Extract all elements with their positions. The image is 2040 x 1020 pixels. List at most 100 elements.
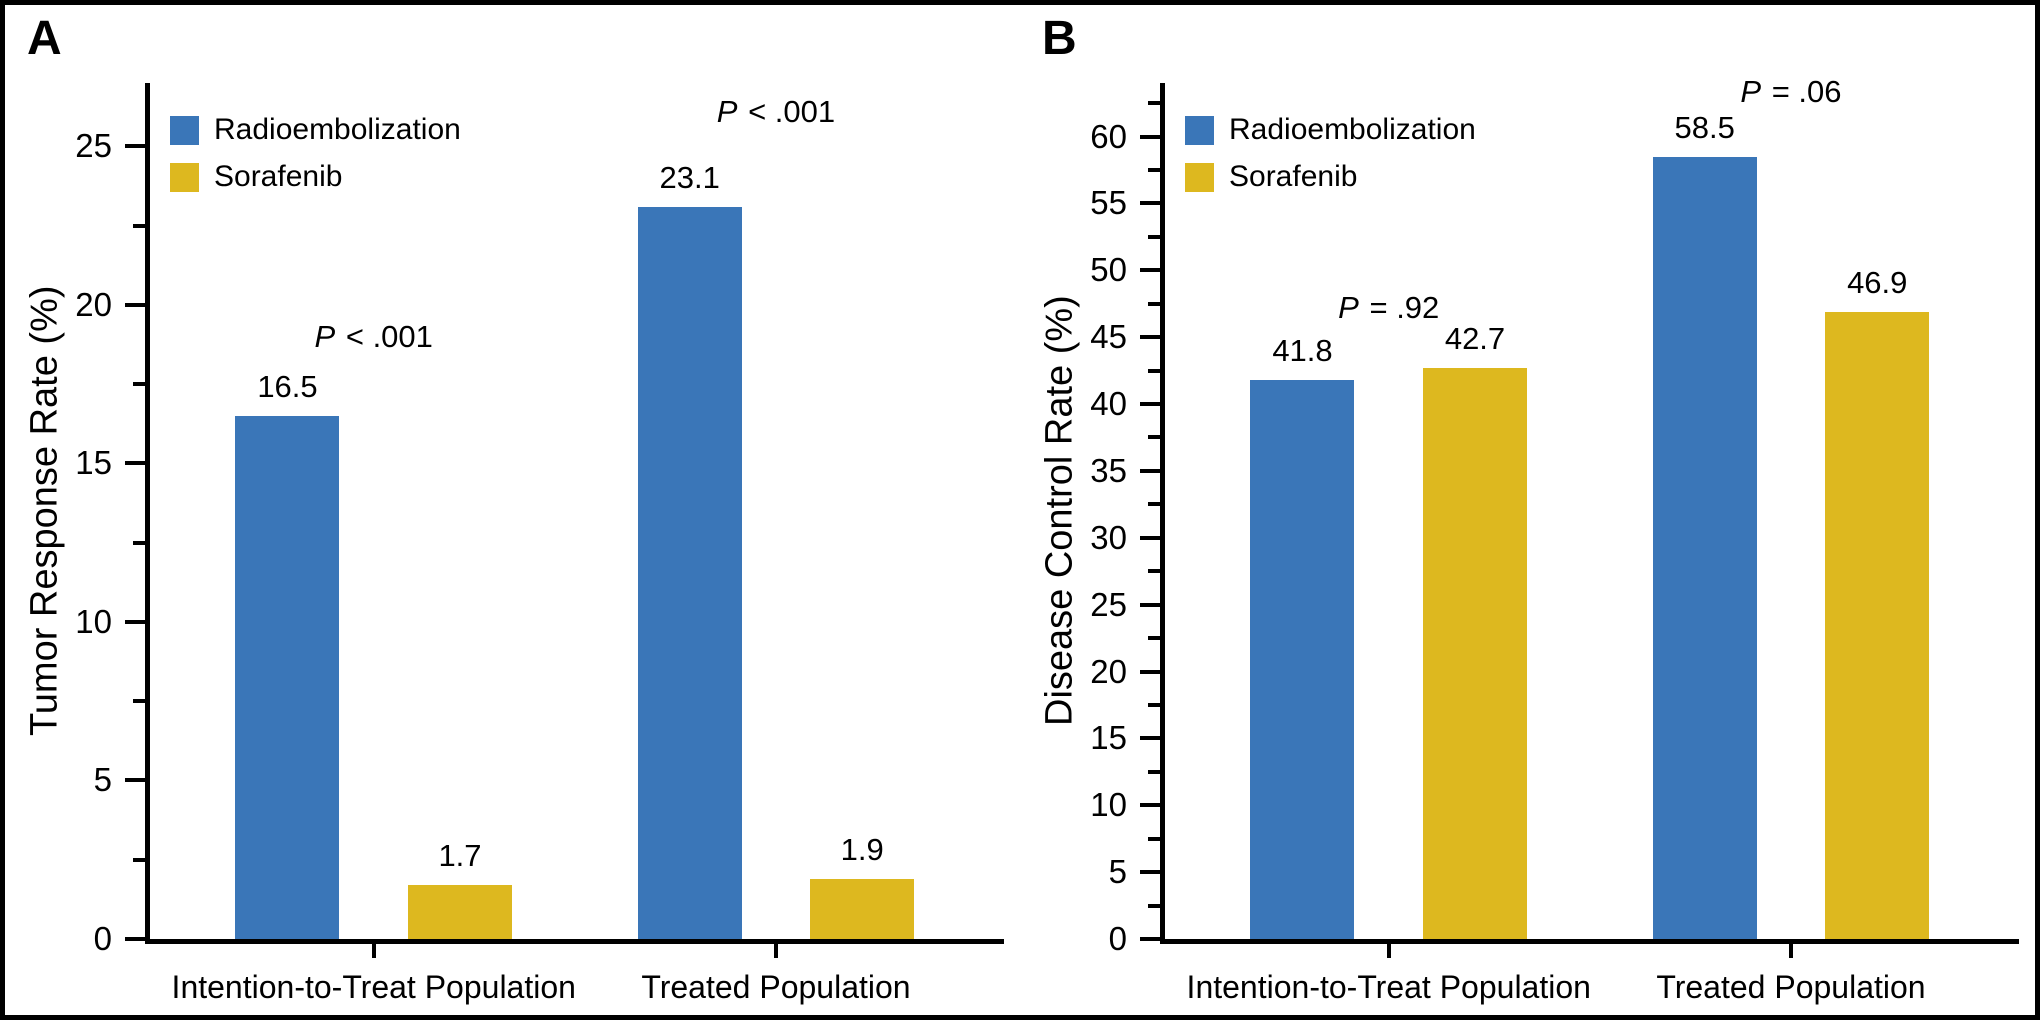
p-value-annotation: P < .001 xyxy=(716,93,836,129)
y-axis-major-tick xyxy=(125,778,145,783)
bar-value-label: 1.7 xyxy=(438,838,482,874)
y-axis-minor-tick xyxy=(1148,636,1160,641)
y-axis-major-tick xyxy=(1140,937,1160,941)
legend-item-label: Radioembolization xyxy=(1229,113,1476,146)
y-axis-minor-tick xyxy=(133,699,145,704)
p-italic: P xyxy=(314,318,336,354)
x-axis-tick xyxy=(1788,944,1793,958)
legend-item-sorafenib: Sorafenib xyxy=(1185,160,1476,194)
panel-a-label: A xyxy=(27,12,63,65)
y-axis-tick-label: 20 xyxy=(75,285,112,323)
x-axis-tick xyxy=(371,944,376,958)
y-axis-minor-tick xyxy=(133,857,145,862)
bar-value-label: 42.7 xyxy=(1444,320,1506,356)
y-axis-minor-tick xyxy=(1148,502,1160,507)
y-axis-tick-label: 40 xyxy=(1090,385,1127,422)
y-axis-tick-label: 60 xyxy=(1090,117,1127,155)
y-axis-minor-tick xyxy=(133,540,145,545)
legend-item-label: Radioembolization xyxy=(214,113,461,146)
legend-swatch-icon xyxy=(170,162,199,192)
bar-value-label: 1.9 xyxy=(840,831,884,867)
x-axis-tick xyxy=(773,944,778,958)
y-axis-major-tick xyxy=(1140,134,1160,139)
y-axis-tick-label: 55 xyxy=(1090,184,1127,222)
bar-radioembolization-group1 xyxy=(235,415,340,939)
bar-radioembolization-group2 xyxy=(637,206,742,939)
y-axis-minor-tick xyxy=(133,223,145,228)
y-axis-major-tick xyxy=(1140,468,1160,473)
y-axis-tick-label: 0 xyxy=(1108,920,1127,957)
y-axis-tick-label: 25 xyxy=(1090,585,1127,623)
legend-item-sorafenib: Sorafenib xyxy=(170,160,461,194)
y-axis-tick-label: 20 xyxy=(1090,652,1127,690)
y-axis-major-tick xyxy=(1140,268,1160,273)
y-axis-tick-label: 0 xyxy=(93,920,112,957)
bar-sorafenib-group2 xyxy=(1825,311,1930,939)
y-axis-major-tick xyxy=(1140,803,1160,808)
y-axis-tick-label: 5 xyxy=(1108,853,1127,891)
y-axis-minor-tick xyxy=(1148,435,1160,440)
y-axis-minor-tick xyxy=(133,382,145,387)
y-axis-major-tick xyxy=(1140,669,1160,674)
bar-radioembolization-group2 xyxy=(1652,156,1757,939)
p-value-annotation: P < .001 xyxy=(314,318,433,354)
y-axis-minor-tick xyxy=(1148,301,1160,306)
y-axis-tick-label: 15 xyxy=(1090,719,1127,757)
y-axis-major-tick xyxy=(1140,602,1160,607)
legend-swatch-icon xyxy=(1185,115,1214,145)
panel-b: B Disease Control Rate (%) 0 5 10 15 20 25 30 3… xyxy=(1020,5,2035,1015)
panel-b-label: B xyxy=(1042,12,1078,65)
y-axis-minor-tick xyxy=(1148,234,1160,239)
y-axis-major-tick xyxy=(1140,335,1160,340)
bar-value-label: 41.8 xyxy=(1272,332,1333,368)
y-axis-tick-label: 30 xyxy=(1090,518,1127,556)
y-axis-minor-tick xyxy=(1148,101,1160,106)
y-axis-minor-tick xyxy=(1148,569,1160,574)
panel-a: A Tumor Response Rate (%) 0 5 10 15 20 25 16.5… xyxy=(5,5,1020,1015)
y-axis-minor-tick xyxy=(1148,836,1160,841)
y-axis-tick-label: 35 xyxy=(1090,451,1127,489)
y-axis-tick-label: 5 xyxy=(93,761,112,799)
y-axis-major-tick xyxy=(1140,402,1160,406)
category-label: Treated Population xyxy=(1656,969,1926,1005)
y-axis-minor-tick xyxy=(1148,769,1160,774)
x-axis-tick xyxy=(1386,944,1391,958)
legend-item-radioembolization: Radioembolization xyxy=(1185,113,1476,147)
legend-swatch-icon xyxy=(170,115,199,145)
bar-value-label: 16.5 xyxy=(257,368,318,404)
y-axis-major-tick xyxy=(1140,870,1160,875)
legend-item-radioembolization: Radioembolization xyxy=(170,113,461,147)
category-label: Treated Population xyxy=(641,969,911,1005)
y-axis-tick-label: 10 xyxy=(1090,786,1127,824)
y-axis-major-tick xyxy=(125,937,145,941)
plot-area: 0 5 10 15 20 25 30 35 40 45 50 55 60 41.8 58.5 42.7 46.9… xyxy=(1090,74,2019,1005)
p-italic: P xyxy=(716,93,738,129)
y-axis-minor-tick xyxy=(1148,903,1160,908)
y-axis-minor-tick xyxy=(1148,702,1160,707)
y-axis-minor-tick xyxy=(1148,368,1160,373)
p-value-annotation: P = .06 xyxy=(1740,74,1842,110)
y-axis-major-tick xyxy=(1140,736,1160,741)
plot-area: 0 5 10 15 20 25 16.5 23.1 1.7 1.9 P < .001 P < .001… xyxy=(75,83,1004,1005)
y-axis-minor-tick xyxy=(1148,167,1160,172)
y-axis-tick-label: 10 xyxy=(75,602,112,640)
bar-sorafenib-group2 xyxy=(810,878,915,939)
y-axis-major-tick xyxy=(125,302,145,307)
y-axis-tick-label: 45 xyxy=(1090,318,1127,356)
bar-radioembolization-group1 xyxy=(1250,379,1355,939)
p-value-annotation: P = .92 xyxy=(1338,289,1440,325)
legend-swatch-icon xyxy=(1185,162,1214,192)
y-axis-major-tick xyxy=(125,144,145,149)
bar-sorafenib-group1 xyxy=(408,885,512,939)
category-label: Intention-to-Treat Population xyxy=(171,969,576,1005)
y-axis-tick-label: 15 xyxy=(75,444,112,482)
legend: Radioembolization Sorafenib xyxy=(170,113,461,207)
bar-sorafenib-group1 xyxy=(1423,367,1527,939)
bar-value-label: 46.9 xyxy=(1847,264,1908,300)
legend: Radioembolization Sorafenib xyxy=(1185,113,1476,207)
category-label: Intention-to-Treat Population xyxy=(1186,969,1591,1005)
panel-a-y-axis-title: Tumor Response Rate (%) xyxy=(23,285,66,737)
bar-value-label: 58.5 xyxy=(1674,109,1735,145)
legend-item-label: Sorafenib xyxy=(214,160,343,193)
